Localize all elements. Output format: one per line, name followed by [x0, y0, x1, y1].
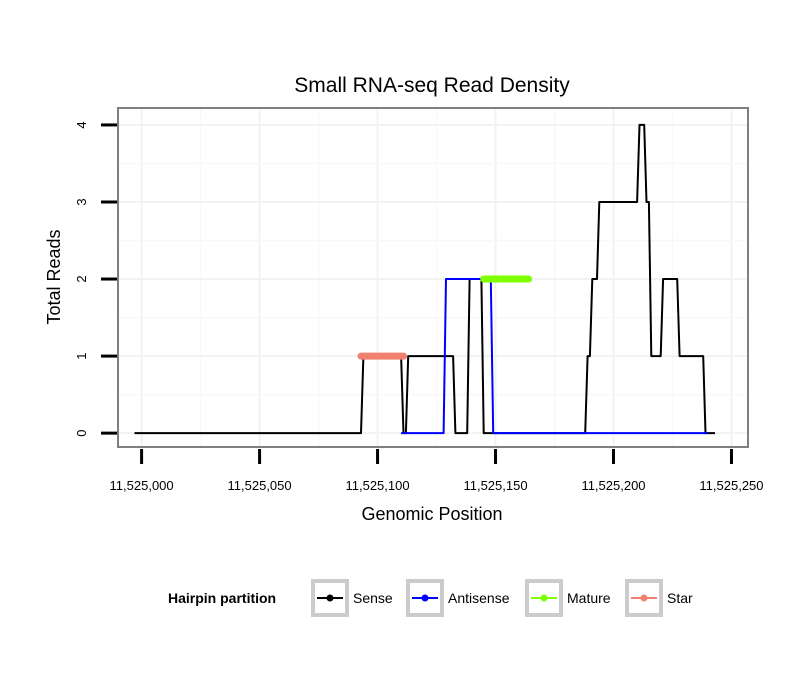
series-line-sense	[134, 123, 715, 435]
y-tick-label: 0	[74, 430, 89, 437]
legend-label: Sense	[353, 590, 393, 606]
legend-label: Antisense	[448, 590, 510, 606]
legend-point	[540, 594, 548, 602]
y-tick-label: 3	[74, 198, 89, 205]
legend-label: Mature	[567, 590, 611, 606]
legend-item-sense: Sense	[311, 579, 393, 617]
plot-border	[117, 107, 749, 448]
plot-background	[118, 108, 748, 447]
y-tick-label: 2	[74, 275, 89, 282]
legend-item-antisense: Antisense	[406, 579, 510, 617]
legend-point	[640, 594, 648, 602]
legend-item-star: Star	[625, 579, 693, 617]
x-tick-label: 11,525,200	[581, 478, 645, 493]
x-tick-label: 11,525,000	[110, 478, 174, 493]
series-layer	[134, 123, 715, 435]
legend-title: Hairpin partition	[168, 590, 276, 606]
x-tick-label: 11,525,150	[463, 478, 527, 493]
legend-label: Star	[667, 590, 693, 606]
y-axis: 0 1 2 3 4	[74, 121, 117, 437]
x-axis: 11,525,000 11,525,050 11,525,100 11,525,150…	[110, 449, 764, 493]
chart-title: Small RNA-seq Read Density	[294, 74, 570, 97]
legend-point	[326, 594, 334, 602]
legend: Hairpin partition Sense Antisense Mature St…	[168, 579, 693, 617]
y-tick-label: 4	[74, 121, 89, 128]
y-tick-label: 1	[74, 352, 89, 359]
x-tick-label: 11,525,250	[699, 478, 763, 493]
x-axis-title: Genomic Position	[361, 504, 502, 524]
legend-point	[421, 594, 429, 602]
x-tick-label: 11,525,050	[228, 478, 292, 493]
legend-item-mature: Mature	[525, 579, 611, 617]
y-axis-title: Total Reads	[44, 229, 64, 324]
x-tick-label: 11,525,100	[345, 478, 409, 493]
series-line-antisense	[401, 278, 708, 435]
